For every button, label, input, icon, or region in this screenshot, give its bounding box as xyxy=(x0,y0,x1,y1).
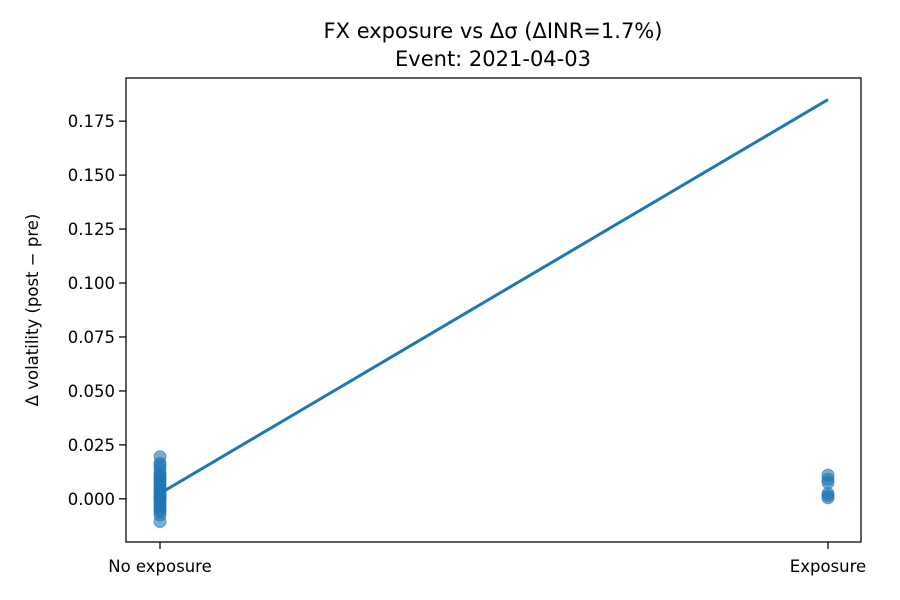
plot-frame xyxy=(125,77,862,543)
y-tick-label: 0.000 xyxy=(68,490,115,509)
plot-marks xyxy=(153,98,835,528)
y-tick-label: 0.175 xyxy=(68,112,115,131)
y-tick-label: 0.125 xyxy=(68,220,115,239)
chart-subtitle: Event: 2021-04-03 xyxy=(395,47,591,71)
chart-title: FX exposure vs Δσ (ΔINR=1.7%) xyxy=(324,19,663,43)
y-tick-label: 0.025 xyxy=(68,436,115,455)
scatter-point xyxy=(821,468,835,482)
y-axis-label: Δ volatility (post − pre) xyxy=(23,214,42,407)
y-tick-label: 0.150 xyxy=(68,166,115,185)
scatter-point xyxy=(153,450,167,464)
scatter-point xyxy=(821,486,835,500)
y-axis-ticks: 0.000 0.025 0.050 0.075 0.100 0.125 0.150 0.175 xyxy=(68,112,126,509)
y-tick-label: 0.050 xyxy=(68,382,115,401)
y-tick-label: 0.075 xyxy=(68,328,115,347)
regression-line xyxy=(159,98,829,495)
x-tick-label: Exposure xyxy=(790,557,866,576)
x-axis-ticks: No exposure Exposure xyxy=(108,542,866,576)
x-tick-label: No exposure xyxy=(108,557,212,576)
y-tick-label: 0.100 xyxy=(68,274,115,293)
